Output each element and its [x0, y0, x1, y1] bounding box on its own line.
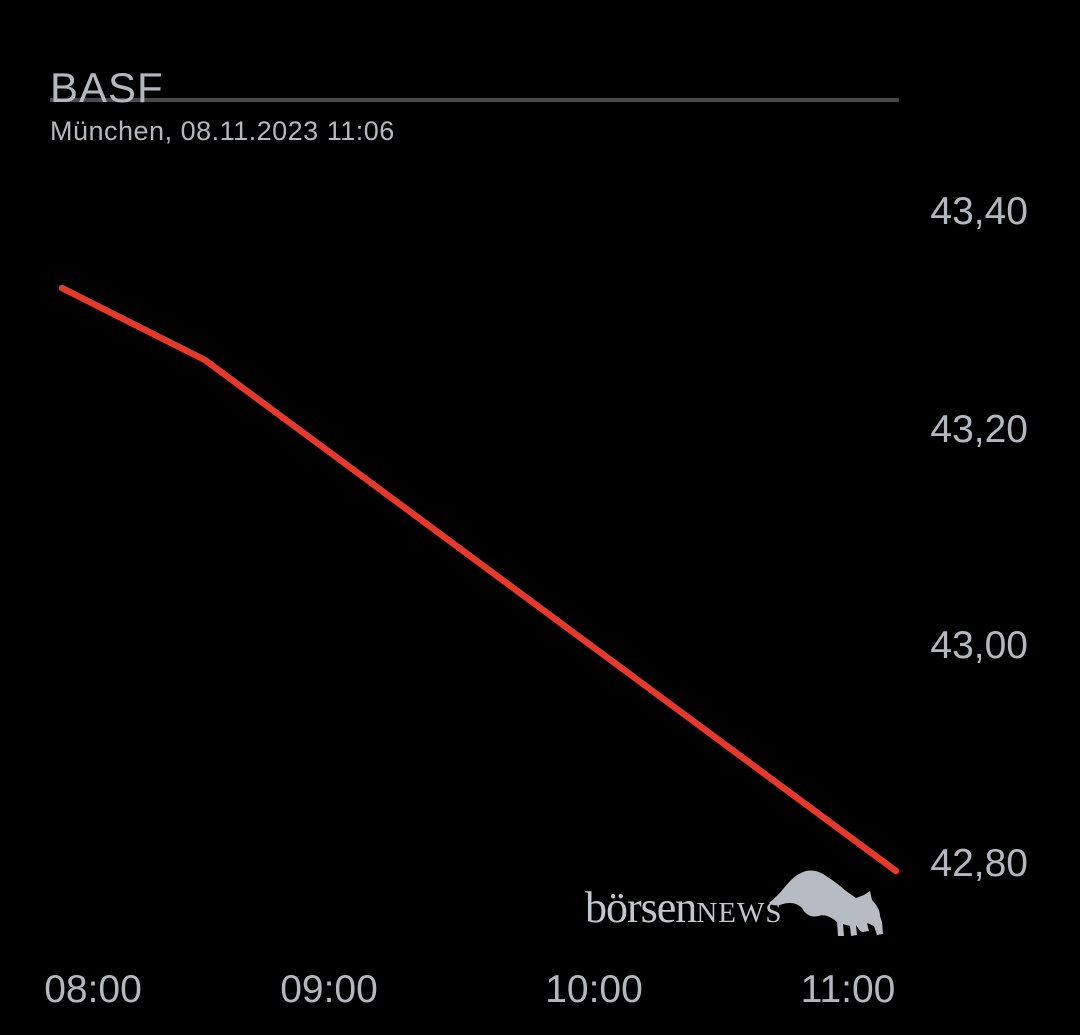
y-tick-label: 43,00: [930, 624, 1028, 667]
bull-icon: [769, 870, 883, 936]
x-tick-label: 10:00: [545, 968, 643, 1011]
price-line: [58, 284, 900, 875]
x-tick-label: 09:00: [280, 968, 378, 1011]
boersennews-logo: börsenNEWS: [585, 856, 895, 946]
y-tick-label: 43,20: [930, 408, 1028, 451]
logo-text-main: börsen: [585, 883, 697, 932]
logo-text-caps: NEWS: [696, 897, 783, 929]
title-underline: [50, 98, 899, 102]
y-tick-label: 42,80: [930, 842, 1028, 885]
instrument-title: BASF: [50, 64, 164, 111]
logo-text: börsenNEWS: [585, 886, 782, 930]
y-tick-label: 43,40: [930, 190, 1028, 233]
x-tick-label: 11:00: [800, 968, 896, 1011]
x-tick-label: 08:00: [44, 968, 142, 1011]
exchange-timestamp: München, 08.11.2023 11:06: [50, 116, 395, 146]
